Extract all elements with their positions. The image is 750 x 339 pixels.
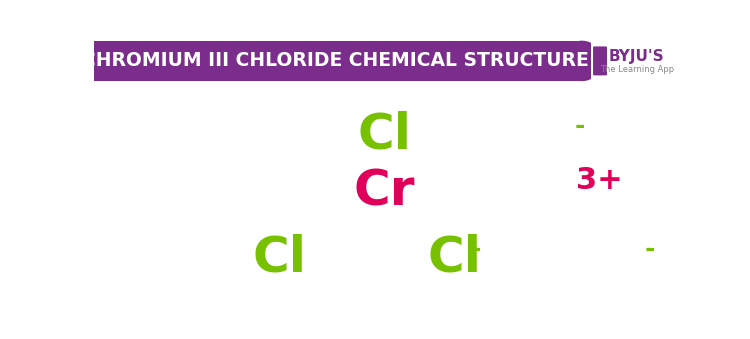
FancyBboxPatch shape xyxy=(591,41,675,80)
Text: 3+: 3+ xyxy=(575,166,622,195)
Text: CHROMIUM III CHLORIDE CHEMICAL STRUCTURE: CHROMIUM III CHLORIDE CHEMICAL STRUCTURE xyxy=(82,52,588,71)
Text: Cl: Cl xyxy=(427,234,482,282)
Text: -: - xyxy=(575,114,586,138)
Text: -: - xyxy=(470,237,481,261)
Text: Cr: Cr xyxy=(354,167,416,215)
FancyBboxPatch shape xyxy=(94,41,582,81)
Text: The Learning App: The Learning App xyxy=(599,65,674,74)
FancyBboxPatch shape xyxy=(593,46,607,75)
Text: -: - xyxy=(645,237,656,261)
Text: BYJU'S: BYJU'S xyxy=(609,48,664,63)
Text: Cl: Cl xyxy=(357,110,411,158)
Text: Cl: Cl xyxy=(253,234,307,282)
Ellipse shape xyxy=(562,41,602,81)
